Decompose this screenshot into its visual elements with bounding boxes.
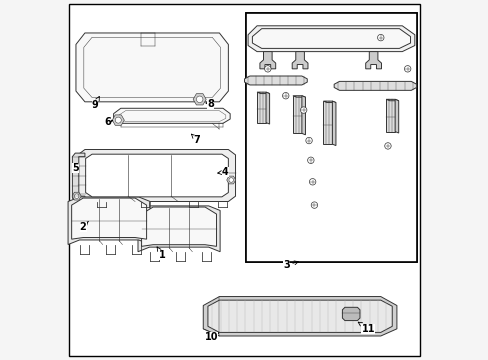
Text: 3: 3 xyxy=(283,260,298,270)
Polygon shape xyxy=(260,51,275,69)
Polygon shape xyxy=(292,51,307,69)
Polygon shape xyxy=(257,92,265,123)
Polygon shape xyxy=(72,192,81,200)
Circle shape xyxy=(228,178,233,182)
Polygon shape xyxy=(76,33,228,102)
Bar xyxy=(246,13,416,262)
Polygon shape xyxy=(78,149,235,202)
Circle shape xyxy=(307,157,313,163)
Circle shape xyxy=(305,137,312,144)
Polygon shape xyxy=(226,176,235,184)
Polygon shape xyxy=(265,92,269,124)
Polygon shape xyxy=(333,81,416,90)
Polygon shape xyxy=(386,99,394,132)
Circle shape xyxy=(310,202,317,208)
Polygon shape xyxy=(247,26,414,51)
Text: 8: 8 xyxy=(205,99,213,109)
Polygon shape xyxy=(193,94,206,105)
Polygon shape xyxy=(85,154,228,197)
Polygon shape xyxy=(323,101,335,103)
Circle shape xyxy=(264,66,270,72)
Text: 6: 6 xyxy=(104,117,112,127)
Polygon shape xyxy=(386,99,398,101)
Polygon shape xyxy=(332,101,335,145)
Polygon shape xyxy=(72,153,85,202)
Polygon shape xyxy=(244,76,306,85)
Bar xyxy=(246,13,416,262)
Text: 11: 11 xyxy=(358,322,374,334)
Text: 9: 9 xyxy=(91,96,99,110)
Circle shape xyxy=(74,194,79,198)
Polygon shape xyxy=(68,197,150,244)
Circle shape xyxy=(196,96,203,103)
Circle shape xyxy=(300,107,306,113)
Polygon shape xyxy=(113,108,230,123)
Text: 1: 1 xyxy=(157,247,165,260)
Polygon shape xyxy=(112,115,124,125)
Polygon shape xyxy=(203,297,396,336)
Polygon shape xyxy=(252,29,410,48)
Polygon shape xyxy=(292,96,301,134)
Circle shape xyxy=(404,66,410,72)
Polygon shape xyxy=(257,92,269,94)
Text: 7: 7 xyxy=(191,134,200,145)
Polygon shape xyxy=(207,300,391,332)
Text: 5: 5 xyxy=(72,163,79,173)
Circle shape xyxy=(309,179,315,185)
Polygon shape xyxy=(142,207,216,246)
Polygon shape xyxy=(394,99,398,133)
Circle shape xyxy=(377,35,383,41)
Text: 2: 2 xyxy=(80,221,88,231)
Polygon shape xyxy=(323,101,332,144)
Text: 10: 10 xyxy=(204,332,218,342)
Polygon shape xyxy=(342,307,359,320)
Circle shape xyxy=(384,143,390,149)
Text: 4: 4 xyxy=(217,167,228,177)
Polygon shape xyxy=(138,206,220,252)
Polygon shape xyxy=(301,96,305,135)
Polygon shape xyxy=(365,51,381,69)
Circle shape xyxy=(115,117,121,123)
Polygon shape xyxy=(72,198,146,239)
Polygon shape xyxy=(292,96,305,97)
Circle shape xyxy=(282,93,288,99)
